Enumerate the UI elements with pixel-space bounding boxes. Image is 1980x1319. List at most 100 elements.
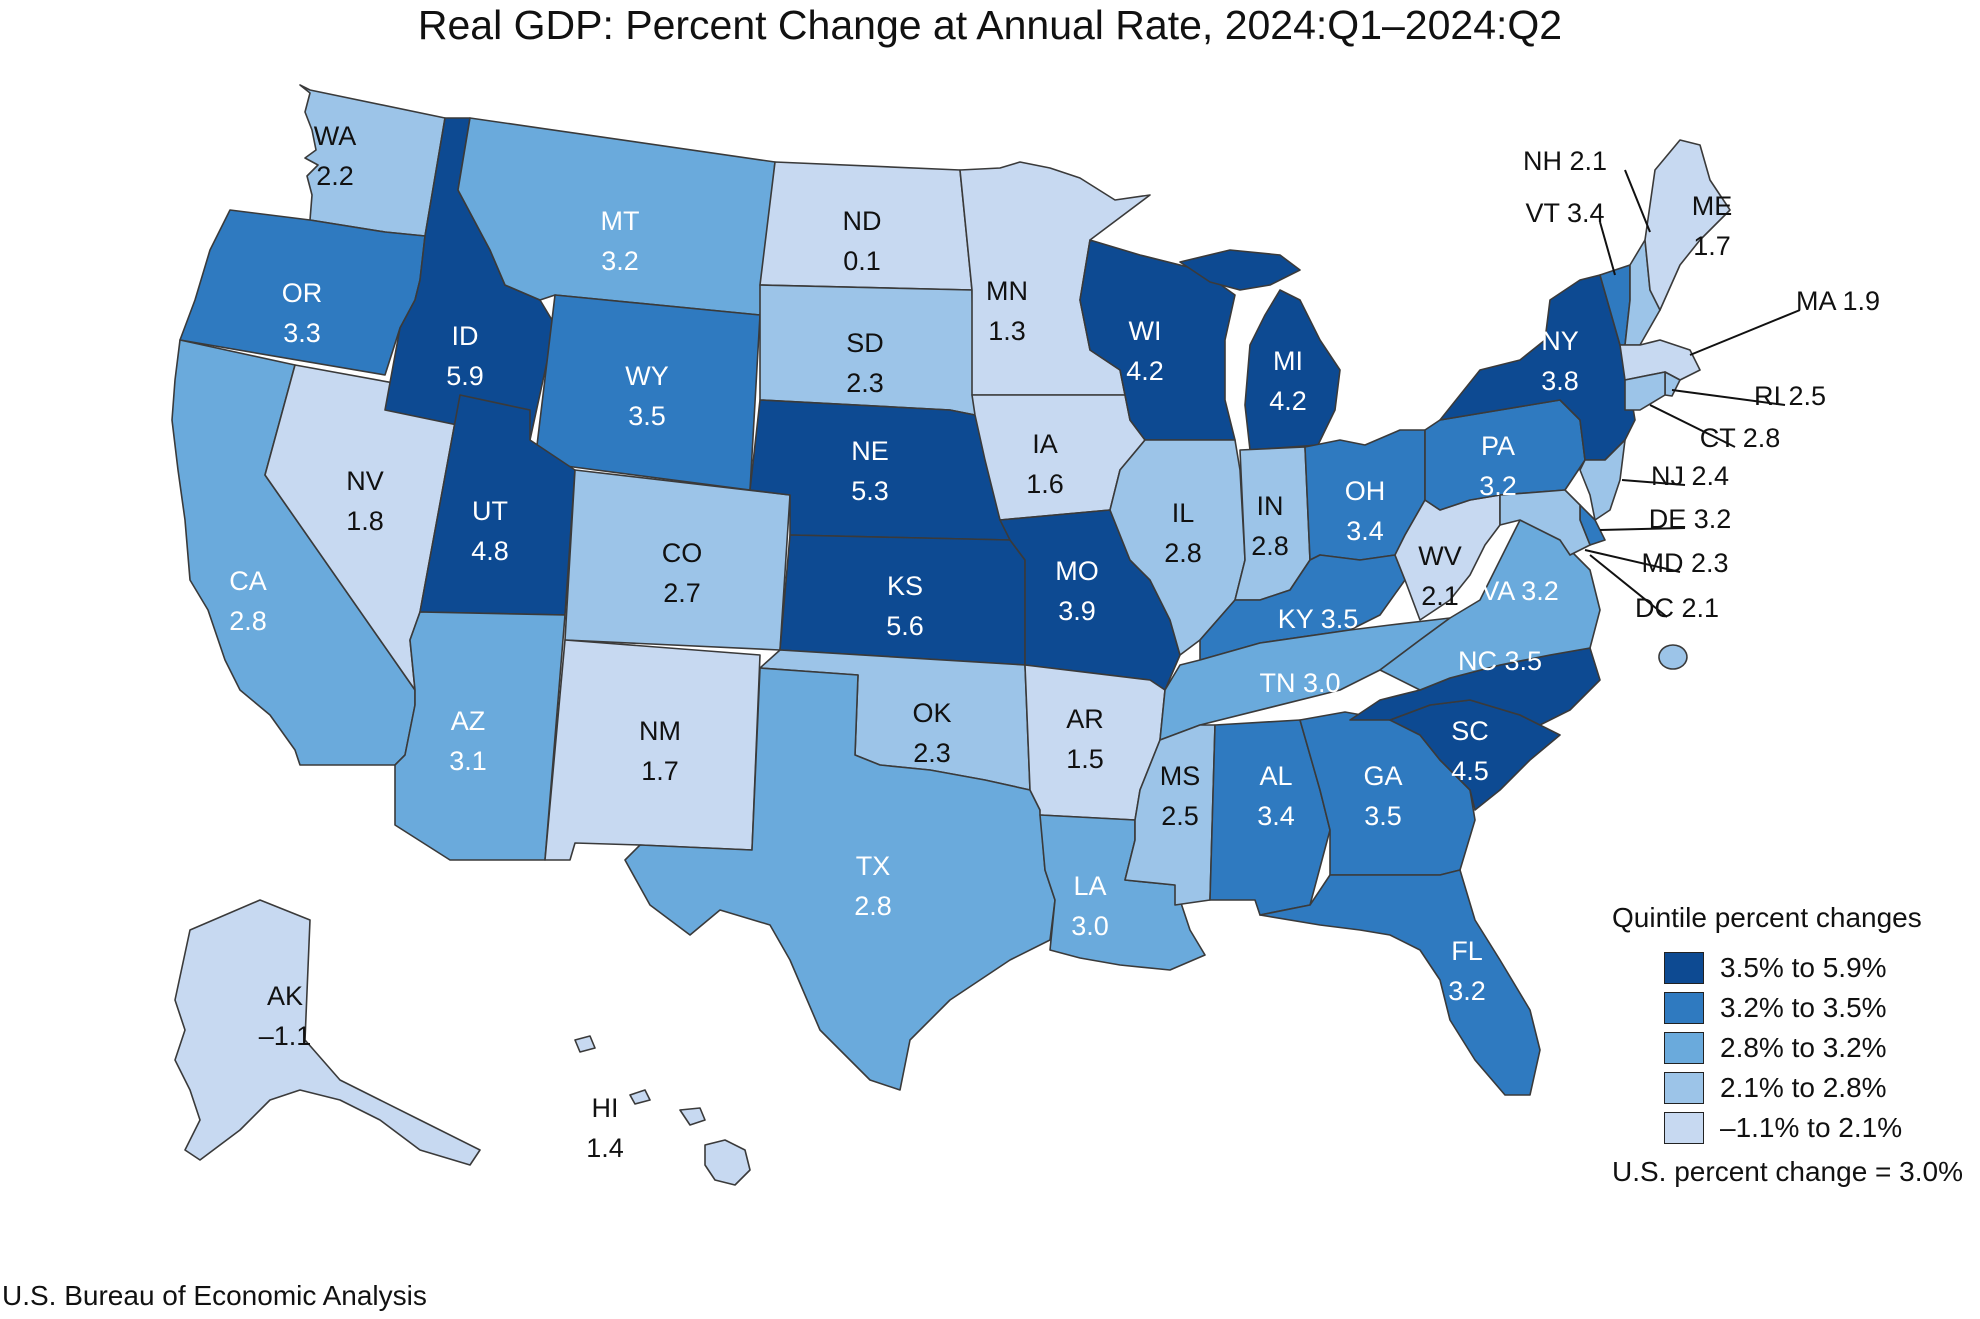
legend-label: 2.1% to 2.8%	[1720, 1072, 1887, 1103]
state-label-hi: HI	[592, 1093, 619, 1123]
state-ms	[1124, 724, 1216, 906]
legend-swatch	[1664, 952, 1704, 984]
state-label-nm: NM	[639, 716, 681, 746]
state-nm	[544, 639, 761, 861]
state-value-in: 2.8	[1251, 531, 1289, 561]
state-label-ut: UT	[472, 496, 508, 526]
state-label-ky: KY 3.5	[1278, 604, 1359, 634]
state-label-ga: GA	[1363, 761, 1402, 791]
state-mi	[1179, 249, 1341, 451]
legend-item: –1.1% to 2.1%	[1664, 1108, 1972, 1148]
state-value-ak: –1.1	[259, 1021, 312, 1051]
state-wy	[534, 294, 761, 491]
state-label-mt: MT	[601, 206, 640, 236]
state-ct	[1624, 371, 1666, 411]
legend-swatch	[1664, 992, 1704, 1024]
state-label-ia: IA	[1032, 429, 1058, 459]
state-value-ne: 5.3	[851, 476, 889, 506]
state-label-md: MD 2.3	[1641, 548, 1728, 578]
state-value-mi: 4.2	[1269, 386, 1307, 416]
state-value-oh: 3.4	[1346, 516, 1384, 546]
state-label-ma: MA 1.9	[1796, 286, 1880, 316]
state-value-ia: 1.6	[1026, 469, 1064, 499]
legend-item: 2.1% to 2.8%	[1664, 1068, 1972, 1108]
state-value-ky: 3.5	[1313, 604, 1358, 634]
state-value-ks: 5.6	[886, 611, 924, 641]
state-label-me: ME	[1692, 191, 1733, 221]
state-value-nj: 2.4	[1684, 461, 1729, 491]
state-label-ca: CA	[229, 566, 267, 596]
state-label-ak: AK	[267, 981, 303, 1011]
state-value-nc: 3.5	[1497, 646, 1542, 676]
state-label-nj: NJ 2.4	[1651, 461, 1729, 491]
state-label-ar: AR	[1066, 704, 1104, 734]
state-label-ms: MS	[1160, 761, 1201, 791]
callout-leader-line	[1671, 389, 1786, 406]
state-label-wv: WV	[1418, 541, 1462, 571]
map-title: Real GDP: Percent Change at Annual Rate,…	[417, 2, 1563, 48]
source-credit: U.S. Bureau of Economic Analysis	[2, 1280, 427, 1311]
legend-title: Quintile percent changes	[1612, 902, 1922, 933]
state-value-va: 3.2	[1514, 576, 1559, 606]
callout-leader-line	[1599, 221, 1616, 276]
state-value-al: 3.4	[1257, 801, 1295, 831]
callout-leader-line	[1624, 169, 1651, 233]
state-wi	[1079, 239, 1236, 441]
state-value-mt: 3.2	[601, 246, 639, 276]
state-value-az: 3.1	[449, 746, 487, 776]
state-label-ne: NE	[851, 436, 889, 466]
state-label-az: AZ	[451, 706, 486, 736]
state-value-ri: 2.5	[1781, 381, 1826, 411]
legend-swatch	[1664, 1112, 1704, 1144]
state-value-ca: 2.8	[229, 606, 267, 636]
state-label-al: AL	[1259, 761, 1292, 791]
legend-label: 3.5% to 5.9%	[1720, 952, 1887, 983]
state-label-mn: MN	[986, 276, 1028, 306]
state-label-id: ID	[452, 321, 479, 351]
state-az	[394, 611, 566, 861]
state-value-de: 3.2	[1686, 504, 1731, 534]
state-value-nd: 0.1	[843, 246, 881, 276]
state-nj	[1579, 439, 1626, 521]
state-value-ma: 1.9	[1835, 286, 1880, 316]
legend: Quintile percent changes 3.5% to 5.9% 3.…	[1612, 902, 1972, 1188]
state-value-id: 5.9	[446, 361, 484, 391]
callout-leader-line	[1649, 404, 1736, 448]
callout-leader-line	[1621, 479, 1686, 486]
state-label-sd: SD	[846, 328, 884, 358]
state-hi	[574, 1035, 751, 1186]
state-label-ct: CT 2.8	[1700, 423, 1781, 453]
state-label-tn: TN 3.0	[1259, 668, 1340, 698]
state-value-wy: 3.5	[628, 401, 666, 431]
state-value-pa: 3.2	[1479, 471, 1517, 501]
state-label-fl: FL	[1451, 936, 1483, 966]
state-label-nd: ND	[843, 206, 882, 236]
state-label-vt: VT 3.4	[1525, 198, 1604, 228]
state-fl	[1259, 869, 1541, 1096]
state-va	[1379, 519, 1601, 691]
state-label-in: IN	[1257, 491, 1284, 521]
legend-item: 3.2% to 3.5%	[1664, 988, 1972, 1028]
state-label-wi: WI	[1129, 316, 1162, 346]
state-label-pa: PA	[1481, 431, 1515, 461]
state-label-wy: WY	[625, 361, 669, 391]
state-label-de: DE 3.2	[1649, 504, 1732, 534]
state-label-ny: NY	[1541, 326, 1579, 356]
legend-swatch	[1664, 1072, 1704, 1104]
state-label-mo: MO	[1055, 556, 1099, 586]
state-me	[1644, 139, 1731, 311]
state-label-la: LA	[1073, 871, 1106, 901]
legend-item: 2.8% to 3.2%	[1664, 1028, 1972, 1068]
state-label-dc: DC 2.1	[1635, 593, 1719, 623]
state-value-tx: 2.8	[854, 891, 892, 921]
state-dc	[1658, 644, 1688, 670]
state-value-me: 1.7	[1693, 231, 1731, 261]
state-value-sd: 2.3	[846, 368, 884, 398]
state-label-or: OR	[282, 278, 323, 308]
state-label-tx: TX	[856, 851, 891, 881]
state-value-or: 3.3	[283, 318, 321, 348]
legend-label: 3.2% to 3.5%	[1720, 992, 1887, 1023]
state-value-hi: 1.4	[586, 1133, 624, 1163]
us-percent-change-note: U.S. percent change = 3.0%	[1612, 1156, 1963, 1187]
